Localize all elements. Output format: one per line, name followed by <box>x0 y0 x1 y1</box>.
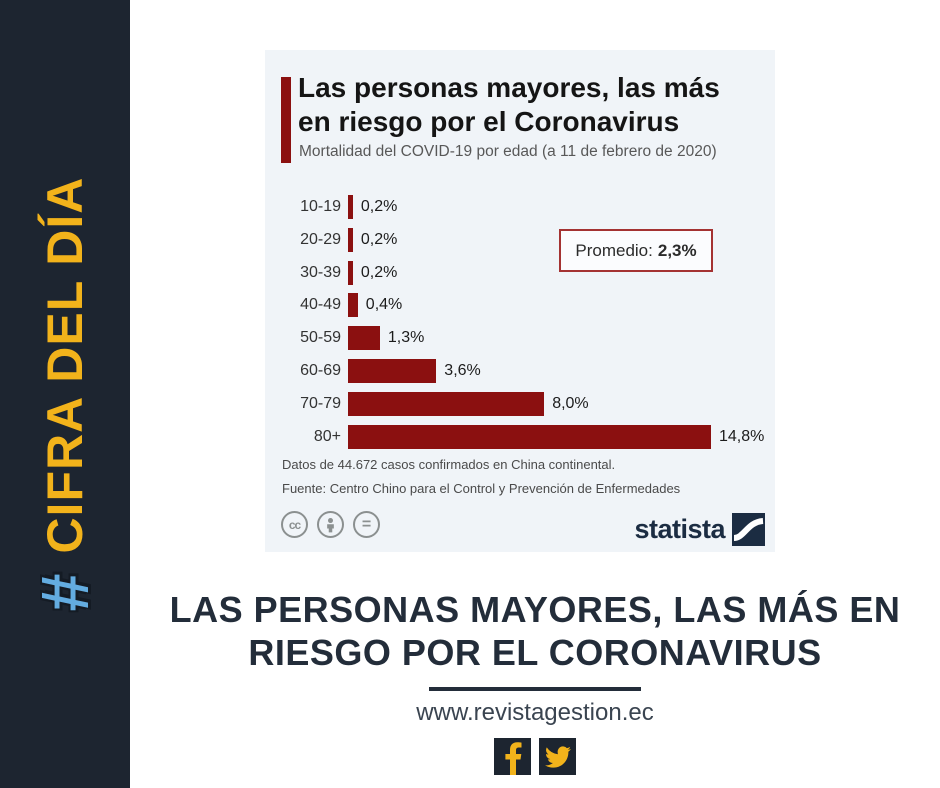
chart-title-line1: Las personas mayores, las más <box>298 72 720 103</box>
statista-chart-card: Las personas mayores, las más en riesgo … <box>265 50 775 552</box>
age-group-label: 70-79 <box>300 394 341 412</box>
average-label: Promedio: <box>575 240 653 260</box>
chart-row: 40-49 0,4% <box>271 293 769 318</box>
mortality-value-label: 0,2% <box>360 198 398 215</box>
mortality-bar <box>348 358 437 383</box>
chart-row: 60-69 3,6% <box>271 358 769 383</box>
footer-divider <box>429 687 641 691</box>
statista-logo-icon <box>732 513 765 546</box>
chart-row: 70-79 8,0% <box>271 391 769 416</box>
cc-no-derivatives-icon[interactable]: = <box>353 511 380 538</box>
source-note: Fuente: Centro Chino para el Control y P… <box>282 480 681 496</box>
mortality-value-label: 0,2% <box>360 230 398 248</box>
mortality-bar <box>348 293 358 318</box>
cc-attribution-icon[interactable] <box>317 511 344 538</box>
social-icons-row <box>130 738 940 775</box>
mortality-value-label: 1,3% <box>387 329 425 347</box>
age-group-label: 80+ <box>313 427 341 445</box>
mortality-value-label: 0,2% <box>360 263 398 281</box>
hashtag-icon: # <box>27 573 103 612</box>
creative-commons-license: cc = <box>281 511 380 538</box>
footer-headline: LAS PERSONAS MAYORES, LAS MÁS EN RIESGO … <box>130 588 940 674</box>
age-group-label: 20-29 <box>300 230 341 248</box>
mortality-value-label: 8,0% <box>552 394 589 412</box>
twitter-icon <box>544 745 571 768</box>
chart-title: Las personas mayores, las más en riesgo … <box>298 71 720 139</box>
statista-brand[interactable]: statista <box>634 513 765 546</box>
chart-row: 50-59 1,3% <box>271 326 769 351</box>
sidebar-rotated-content: # CIFRA DEL DÍA <box>0 0 130 788</box>
footer-headline-line1: LAS PERSONAS MAYORES, LAS MÁS EN <box>169 589 901 630</box>
cc-icon[interactable]: cc <box>281 511 308 538</box>
person-glyph <box>327 517 334 532</box>
chart-row: 20-29 0,2% <box>271 227 769 252</box>
age-group-label: 40-49 <box>300 296 341 314</box>
chart-row: 10-19 0,2% <box>271 195 769 219</box>
average-value: 2,3% <box>657 240 697 260</box>
chart-title-line2: en riesgo por el Coronavirus <box>298 106 680 137</box>
bar-chart: 10-19 0,2% 20-29 0,2% 30-39 0,2% 40-49 0… <box>271 195 769 457</box>
age-group-label: 30-39 <box>300 263 341 281</box>
mortality-bar <box>348 227 353 252</box>
footer-headline-line2: RIESGO POR EL CORONAVIRUS <box>248 632 822 673</box>
chart-subtitle: Mortalidad del COVID-19 por edad (a 11 d… <box>299 143 717 160</box>
age-group-label: 60-69 <box>300 361 341 379</box>
twitter-button[interactable] <box>539 738 576 775</box>
data-note: Datos de 44.672 casos confirmados en Chi… <box>282 457 616 472</box>
chart-row: 30-39 0,2% <box>271 260 769 285</box>
mortality-value-label: 3,6% <box>444 361 481 379</box>
age-group-label: 10-19 <box>300 198 341 215</box>
facebook-icon <box>504 742 521 775</box>
title-accent-bar <box>281 77 291 163</box>
mortality-bar <box>348 424 711 449</box>
sidebar-vertical-label: CIFRA DEL DÍA <box>37 176 93 554</box>
statista-wordmark: statista <box>634 514 725 544</box>
facebook-button[interactable] <box>494 738 531 775</box>
mortality-value-label: 14,8% <box>719 427 765 445</box>
chart-row: 80+ 14,8% <box>271 424 769 449</box>
mortality-bar <box>348 391 545 416</box>
average-callout-box: Promedio: 2,3% <box>559 229 713 272</box>
chart-source-notes: Datos de 44.672 casos confirmados en Chi… <box>282 453 680 500</box>
mortality-value-label: 0,4% <box>365 296 403 314</box>
mortality-bar <box>348 326 380 351</box>
left-sidebar: # CIFRA DEL DÍA <box>0 0 130 788</box>
age-group-label: 50-59 <box>300 329 341 347</box>
website-url[interactable]: www.revistagestion.ec <box>416 699 654 726</box>
mortality-bar <box>348 195 353 219</box>
mortality-bar <box>348 260 353 285</box>
